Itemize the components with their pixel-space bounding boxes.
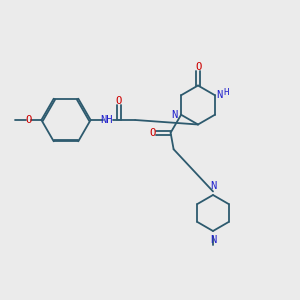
Text: NH: NH — [100, 115, 113, 125]
Text: N: N — [216, 90, 223, 100]
Text: N: N — [210, 235, 216, 244]
Text: O: O — [116, 96, 122, 106]
Text: O: O — [195, 62, 201, 72]
Text: O: O — [25, 115, 31, 125]
Text: N: N — [171, 110, 178, 120]
Text: O: O — [149, 128, 155, 138]
Text: N: N — [210, 182, 216, 191]
Text: H: H — [223, 88, 229, 97]
